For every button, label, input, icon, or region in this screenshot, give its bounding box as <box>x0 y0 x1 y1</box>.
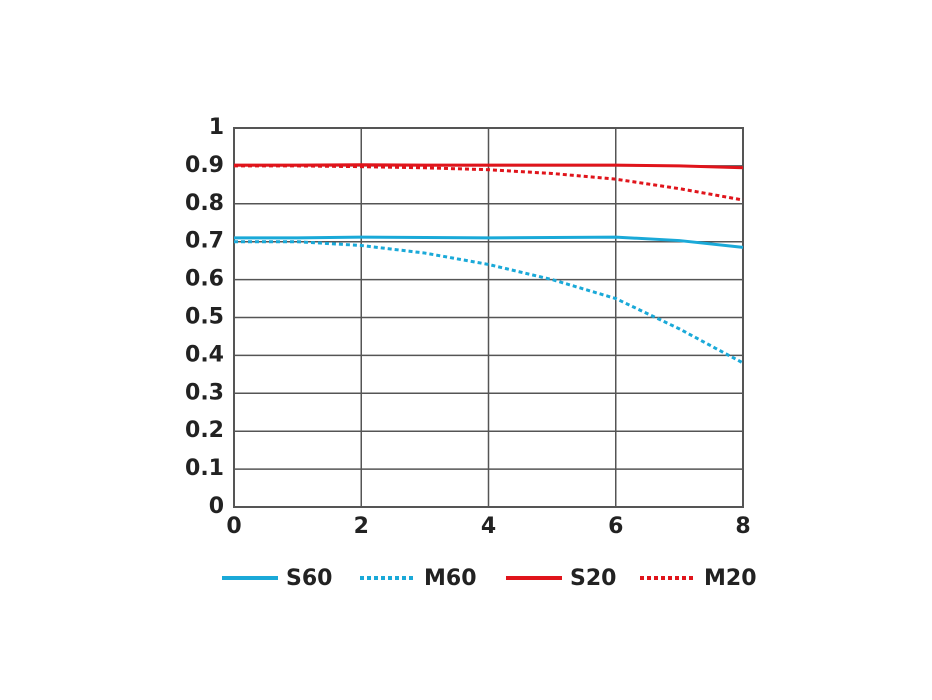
plot-frame <box>233 127 744 508</box>
series-line <box>234 235 744 249</box>
legend-label: M60 <box>424 566 477 591</box>
y-tick-label: 0.8 <box>185 191 224 216</box>
x-tick-label: 4 <box>481 514 496 539</box>
y-tick-label: 0.6 <box>185 267 224 292</box>
y-tick-label: 0.9 <box>185 153 224 178</box>
y-tick-label: 0.5 <box>185 305 224 330</box>
y-tick-label: 0.7 <box>185 229 224 254</box>
y-tick-label: 0.4 <box>185 342 224 367</box>
y-tick-label: 0.1 <box>185 456 224 481</box>
series-line <box>234 240 744 365</box>
legend-label: S20 <box>570 566 616 591</box>
x-tick-label: 6 <box>608 514 623 539</box>
y-tick-label: 1 <box>209 115 224 140</box>
x-tick-label: 2 <box>354 514 369 539</box>
legend-label: S60 <box>286 566 332 591</box>
x-tick-label: 0 <box>226 514 241 539</box>
y-tick-label: 0.2 <box>185 418 224 443</box>
y-tick-label: 0 <box>209 494 224 519</box>
series-line <box>234 164 744 202</box>
y-tick-label: 0.3 <box>185 380 224 405</box>
x-tick-label: 8 <box>735 514 750 539</box>
legend-label: M20 <box>704 566 757 591</box>
